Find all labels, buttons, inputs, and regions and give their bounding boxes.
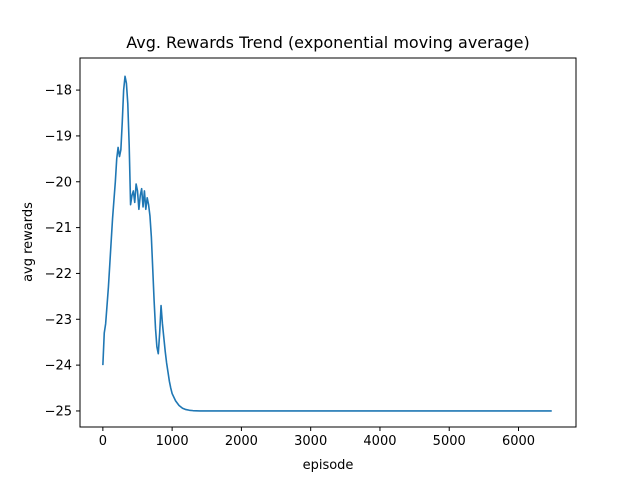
y-tick-label: −24	[45, 359, 72, 374]
y-tick-label: −22	[45, 267, 72, 282]
x-axis-label: episode	[303, 458, 354, 473]
chart-title: Avg. Rewards Trend (exponential moving a…	[126, 33, 530, 52]
y-tick-label: −18	[45, 84, 72, 99]
y-tick-label: −20	[45, 175, 72, 190]
x-tick-label: 5000	[433, 434, 466, 449]
x-tick-label: 3000	[294, 434, 327, 449]
y-axis-label: avg rewards	[21, 202, 36, 282]
x-tick-label: 1000	[156, 434, 189, 449]
y-tick-label: −23	[45, 313, 72, 328]
x-tick-label: 2000	[225, 434, 258, 449]
y-tick-label: −25	[45, 404, 72, 419]
x-axis: 0 1000 2000 3000 4000 5000 6000	[99, 427, 535, 449]
y-tick-label: −21	[45, 221, 72, 236]
y-axis: −25 −24 −23 −22 −21 −20 −19 −18	[45, 84, 80, 419]
series-layer	[102, 75, 552, 412]
x-tick-label: 0	[99, 434, 107, 449]
plot-area	[80, 58, 576, 427]
plot-frame	[79, 57, 577, 428]
y-tick-label: −19	[45, 129, 72, 144]
x-tick-label: 6000	[502, 434, 535, 449]
x-tick-label: 4000	[363, 434, 396, 449]
series-line-0	[102, 75, 552, 412]
